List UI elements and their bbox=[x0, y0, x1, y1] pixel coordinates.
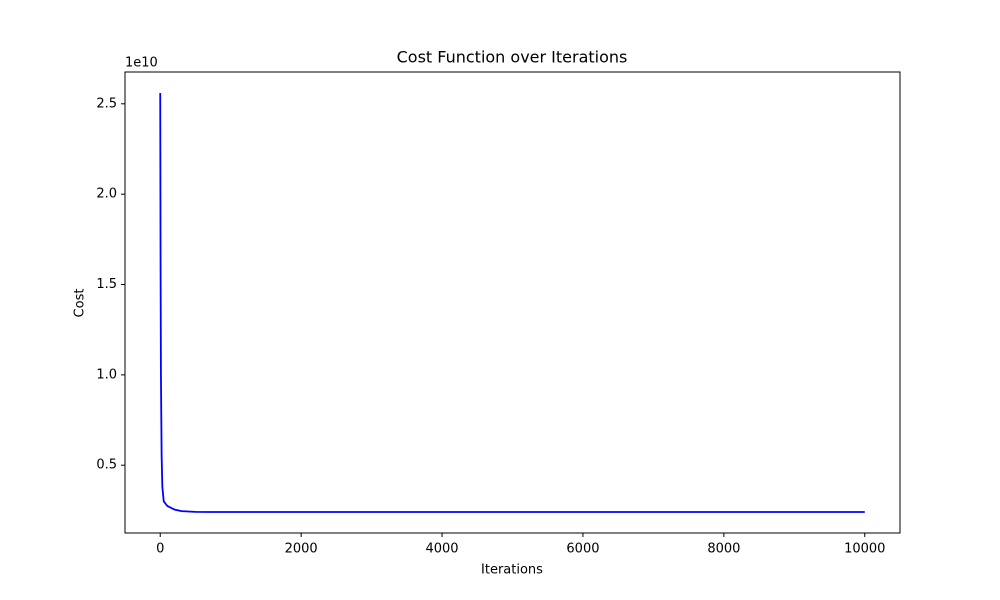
y-tick-label: 1.0 bbox=[96, 367, 117, 382]
chart-title: Cost Function over Iterations bbox=[397, 48, 628, 67]
y-tick-label: 0.5 bbox=[96, 458, 117, 473]
x-tick-label: 4000 bbox=[425, 542, 458, 557]
x-tick-label: 0 bbox=[156, 542, 164, 557]
x-tick-label: 8000 bbox=[707, 542, 740, 557]
x-axis-label: Iterations bbox=[481, 563, 543, 578]
x-tick-label: 10000 bbox=[844, 542, 885, 557]
data-line bbox=[159, 92, 865, 513]
y-tick-label: 1.5 bbox=[96, 277, 117, 292]
x-tick-label: 2000 bbox=[285, 542, 318, 557]
y-axis-label: Cost bbox=[73, 289, 88, 318]
plot-frame bbox=[124, 71, 901, 534]
x-tick-label: 6000 bbox=[566, 542, 599, 557]
y-offset-label: 1e10 bbox=[125, 56, 158, 71]
y-tick-label: 2.5 bbox=[96, 96, 117, 111]
y-tick-label: 2.0 bbox=[96, 187, 117, 202]
